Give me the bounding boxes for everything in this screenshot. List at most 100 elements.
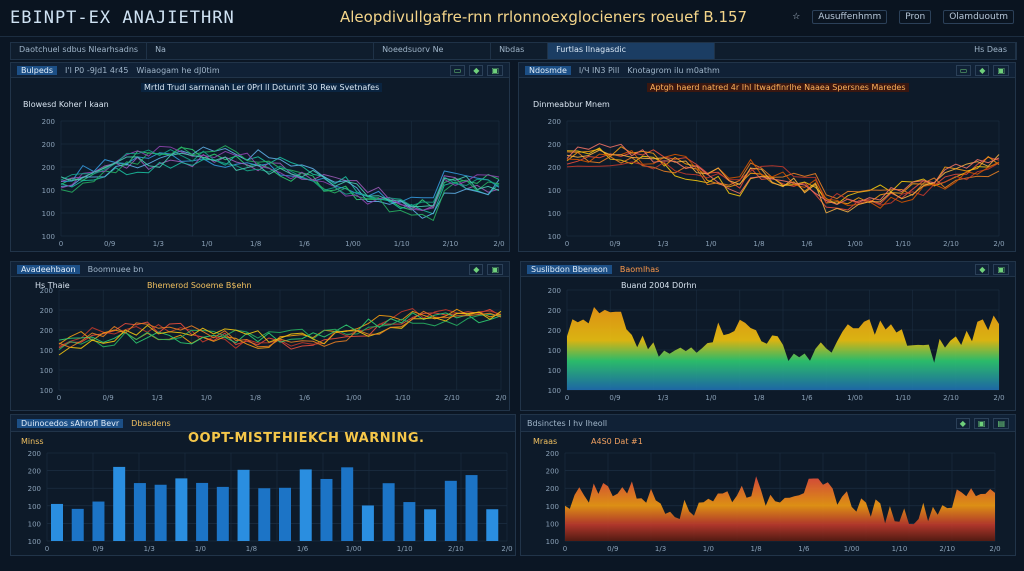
x-tick-label: 0 bbox=[57, 394, 61, 402]
panel-tag[interactable]: Duinocedos sAhrofl Bevr bbox=[17, 418, 124, 428]
x-tick-label: 1/00 bbox=[844, 545, 860, 553]
area-series bbox=[565, 476, 995, 541]
panel-subtitle: Aptgh haerd natred 4r Ihl Itwadfinrlhe N… bbox=[647, 83, 909, 92]
area-series bbox=[567, 307, 999, 390]
x-tick-label: 2/0 bbox=[989, 545, 1000, 553]
chart-panel-5: Duinocedos sAhrofl Bevr Dbasdens Minss 2… bbox=[10, 414, 516, 556]
x-tick-label: 1/8 bbox=[753, 240, 764, 248]
x-tick-label: 1/6 bbox=[299, 240, 311, 248]
y-tick-label: 100 bbox=[40, 347, 53, 355]
chart-panel-2: Ndosmde I/Ч IN3 Pill Knotagrom ilu m0ath… bbox=[518, 62, 1016, 252]
tab-5[interactable]: Hs Deas bbox=[966, 43, 1016, 59]
y-tick-label: 200 bbox=[28, 468, 41, 476]
app-title: EBINPT-EX ANAJIETHRN bbox=[10, 8, 235, 28]
chart-panel-4: Suslibdon Bbeneon Baomlhas ◆ ▣ Buand 2004… bbox=[520, 261, 1016, 411]
cloud-button[interactable]: Olamduoutm bbox=[943, 10, 1014, 24]
top-right-controls: ☆ Ausuffenhmm Pron Olamduoutm bbox=[792, 10, 1014, 24]
bar bbox=[444, 480, 457, 541]
x-tick-label: 2/10 bbox=[448, 545, 464, 553]
panel-info: Dbasdens bbox=[131, 418, 171, 428]
x-tick-label: 1/8 bbox=[250, 240, 261, 248]
x-tick-label: 1/6 bbox=[801, 240, 813, 248]
tab-1[interactable]: Na bbox=[147, 43, 375, 59]
y-tick-label: 100 bbox=[548, 187, 561, 195]
x-tick-label: 0 bbox=[565, 240, 569, 248]
series-line bbox=[566, 161, 1000, 206]
star-icon[interactable]: ☆ bbox=[792, 12, 801, 22]
tab-3[interactable]: Nbdas bbox=[491, 43, 549, 59]
top-bar: EBINPT-EX ANAJIETHRN Aleopdivullgafre-rn… bbox=[0, 0, 1024, 37]
bar bbox=[403, 502, 416, 541]
x-tick-label: 1/6 bbox=[798, 545, 810, 553]
tab-2[interactable]: Noeedsuorv Ne bbox=[374, 43, 492, 59]
panel-controls[interactable]: ◆ ▣ bbox=[975, 263, 1009, 275]
series-line bbox=[566, 149, 1000, 214]
bar bbox=[237, 469, 250, 541]
x-tick-label: 0 bbox=[563, 545, 567, 553]
x-tick-label: 1/3 bbox=[153, 240, 164, 248]
y-tick-label: 200 bbox=[546, 468, 559, 476]
x-tick-label: 2/10 bbox=[444, 394, 460, 402]
area-chart-4: 200 200 200 100 100 100 0 0/9 1/3 1/0 1/8 1/6 1/00 1/… bbox=[548, 287, 1005, 402]
y-tick-label: 200 bbox=[548, 287, 561, 295]
tab-4[interactable]: Furtlas Ilnagasdic bbox=[548, 43, 716, 59]
tab-0[interactable]: Daotchuel sdbus Nlearhsadns bbox=[11, 43, 148, 59]
bar bbox=[299, 469, 312, 541]
y-tick-label: 200 bbox=[28, 485, 41, 493]
chart-panel-1: Bulpeds I'l P0 -9Jd1 4r45 Wiaaogam he dJ… bbox=[10, 62, 510, 252]
x-tick-label: 2/10 bbox=[442, 240, 458, 248]
x-tick-label: 2/0 bbox=[993, 394, 1004, 402]
y-tick-label: 100 bbox=[28, 520, 41, 528]
panel-tag[interactable]: Avadeehbaon bbox=[17, 264, 80, 274]
x-tick-label: 0/9 bbox=[607, 545, 618, 553]
y-tick-label: 100 bbox=[548, 233, 561, 241]
y-tick-label: 100 bbox=[42, 233, 55, 241]
panel-header: Avadeehbaon Boomnuee bn ◆ ▣ bbox=[11, 262, 509, 277]
y-tick-label: 200 bbox=[40, 307, 53, 315]
x-tick-label: 1/8 bbox=[246, 545, 257, 553]
x-tick-label: 1/3 bbox=[152, 394, 163, 402]
x-tick-label: 1/8 bbox=[753, 394, 764, 402]
x-tick-label: 2/0 bbox=[495, 394, 506, 402]
x-tick-label: 1/3 bbox=[657, 240, 668, 248]
legend-label: Hs Thaie bbox=[35, 281, 70, 290]
x-tick-label: 1/0 bbox=[705, 394, 716, 402]
panel-controls[interactable]: ▭ ◆ ▣ bbox=[955, 64, 1009, 76]
series-line bbox=[60, 152, 500, 208]
x-tick-label: 0/9 bbox=[104, 240, 115, 248]
chart-panel-6: Bdsinctes I hv Iheoll ◆ ▣ ▤ Mraas A4S0 Dat… bbox=[520, 414, 1016, 556]
y-tick-label: 100 bbox=[546, 520, 559, 528]
x-tick-label: 2/10 bbox=[943, 394, 959, 402]
x-tick-label: 1/8 bbox=[250, 394, 261, 402]
x-tick-label: 1/0 bbox=[195, 545, 206, 553]
y-tick-label: 200 bbox=[548, 307, 561, 315]
x-tick-label: 1/10 bbox=[892, 545, 908, 553]
y-tick-label: 200 bbox=[548, 141, 561, 149]
bar bbox=[320, 478, 333, 541]
bar bbox=[382, 483, 395, 541]
bar bbox=[361, 505, 374, 541]
panel-tag[interactable]: Bdsinctes I hv Iheoll bbox=[527, 418, 608, 428]
series-line bbox=[60, 152, 500, 203]
area-chart-6: 200 200 200 100 100 100 0 0/9 1/3 1/0 1/8 1/6 1/00 1/… bbox=[546, 450, 1001, 553]
bar bbox=[424, 509, 437, 541]
bar bbox=[341, 467, 354, 541]
series-line bbox=[566, 150, 1000, 209]
panel-controls[interactable]: ◆ ▣ bbox=[469, 263, 503, 275]
x-tick-label: 1/0 bbox=[201, 240, 212, 248]
panel-tag[interactable]: Bulpeds bbox=[17, 65, 58, 75]
y-tick-label: 200 bbox=[42, 141, 55, 149]
panel-tag[interactable]: Ndosmde bbox=[525, 65, 571, 75]
panel-controls[interactable]: ◆ ▣ ▤ bbox=[955, 417, 1009, 429]
bar bbox=[113, 466, 126, 541]
print-button[interactable]: Pron bbox=[899, 10, 932, 24]
y-tick-label: 100 bbox=[28, 538, 41, 546]
account-button[interactable]: Ausuffenhmm bbox=[812, 10, 888, 24]
dashboard-title: Aleopdivullgafre-rnn rrlonnoexglocieners… bbox=[340, 8, 748, 26]
y-tick-label: 200 bbox=[28, 450, 41, 458]
panel-tag[interactable]: Suslibdon Bbeneon bbox=[527, 264, 612, 274]
panel-controls[interactable]: ▭ ◆ ▣ bbox=[449, 64, 503, 76]
line-chart-3: 200 200 200 100 100 100 0 0/9 1/3 1/0 1/8 1/6 1/00 1/… bbox=[40, 287, 507, 402]
y-tick-label: 100 bbox=[42, 187, 55, 195]
bar-chart-5: 200 200 200 100 100 100 0 0/9 1/3 1/0 1/8 1/6 1/00 1/… bbox=[28, 450, 513, 553]
